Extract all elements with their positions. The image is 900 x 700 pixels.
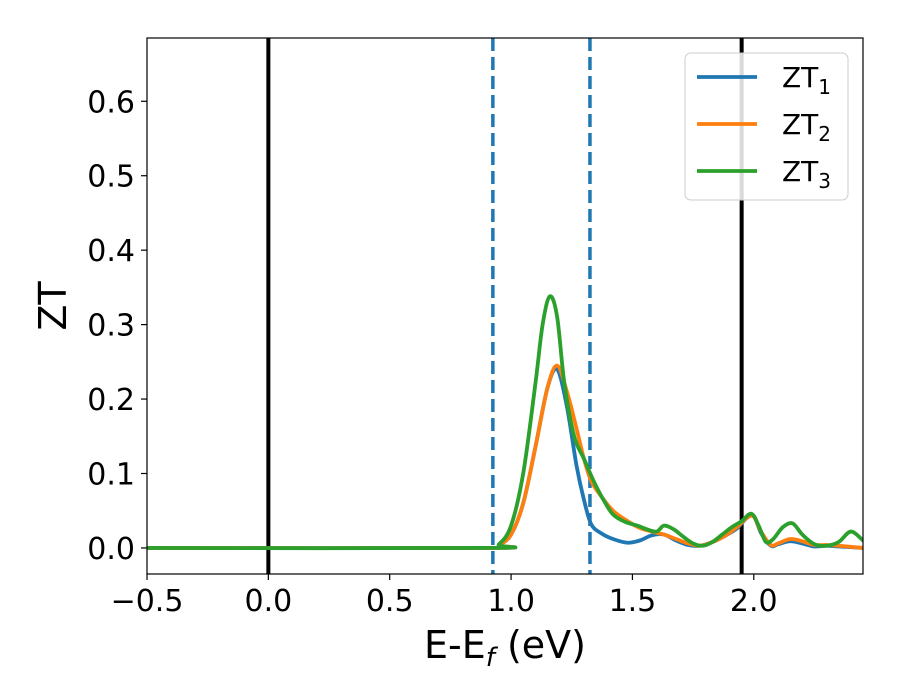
y-tick-label: 0.5 [87,160,135,195]
y-axis-title: ZT [31,281,75,331]
y-tick-label: 0.6 [87,85,135,120]
y-tick-label: 0.3 [87,309,135,344]
plot-frame [146,37,864,575]
legend-box [684,52,849,201]
x-tick-label: 1.0 [487,584,535,619]
legend: ZT1 ZT2 ZT3 [684,52,849,201]
y-tick-label: 0.4 [87,234,135,269]
legend-label-3: ZT3 [782,155,831,193]
y-tick-label: 0.2 [87,383,135,418]
x-tick-label: 2.0 [730,584,778,619]
x-axis-title: E-Ef (eV) [424,623,586,673]
y-tick-label: 0.1 [87,458,135,493]
x-tick-label: 0.0 [244,584,292,619]
legend-label-2: ZT2 [782,108,831,146]
y-tick-label: 0.0 [87,532,135,567]
series-line-zt3 [147,294,863,551]
legend-label-1: ZT1 [782,61,831,99]
x-tick-label: 0.5 [366,584,414,619]
x-tick-label: 1.5 [609,584,657,619]
x-tick-label: −0.5 [111,584,184,619]
